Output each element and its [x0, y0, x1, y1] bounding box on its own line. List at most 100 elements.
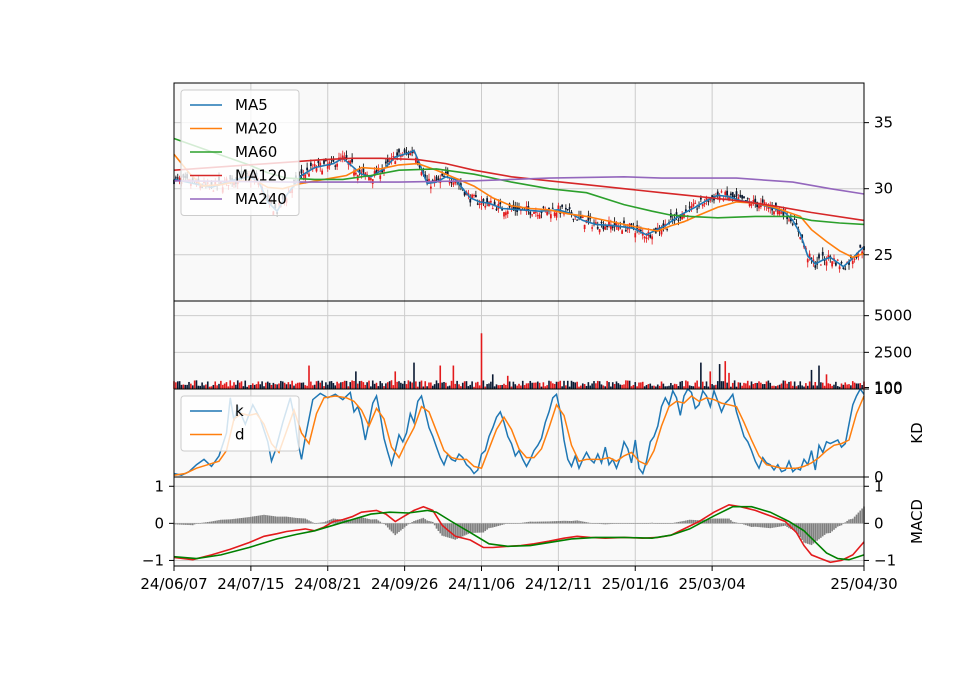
- macd-hist-bar: [673, 522, 676, 524]
- volume-bar: [435, 380, 438, 389]
- candle-body: [707, 201, 710, 203]
- volume-bar: [846, 384, 848, 389]
- volume-bar: [814, 381, 817, 389]
- macd-hist-bar: [711, 518, 713, 524]
- candle-body: [546, 211, 549, 215]
- candle-body: [818, 254, 820, 259]
- volume-bar: [660, 381, 663, 389]
- volume-bar: [178, 381, 181, 389]
- candle-body: [555, 212, 558, 218]
- price-legend-label-ma5: MA5: [235, 96, 268, 114]
- candle-body: [726, 190, 729, 196]
- volume-bar: [244, 380, 247, 389]
- candle-body: [767, 206, 770, 209]
- macd-hist-bar: [456, 523, 458, 539]
- macd-hist-bar: [296, 518, 299, 524]
- volume-bar: [206, 381, 209, 389]
- volume-bar: [291, 380, 293, 389]
- volume-bar: [426, 386, 428, 389]
- candle-body: [358, 169, 361, 173]
- candle-body: [504, 212, 507, 216]
- volume-bar: [505, 384, 507, 389]
- candle-body: [746, 198, 749, 200]
- macd-hist-bar: [857, 512, 860, 524]
- macd-hist-bar: [636, 523, 638, 524]
- macd-hist-bar: [775, 523, 777, 528]
- volume-bar: [238, 382, 241, 389]
- macd-hist-bar: [741, 523, 743, 524]
- candle-body: [403, 149, 406, 153]
- volume-bar: [692, 386, 695, 389]
- volume-bar: [574, 382, 577, 389]
- candle-body: [313, 164, 316, 167]
- volume-bar: [591, 383, 593, 389]
- volume-bar: [418, 381, 421, 389]
- volume-bar: [784, 380, 787, 389]
- volume-bar: [540, 386, 543, 389]
- candle-body: [501, 208, 504, 211]
- candle-body: [810, 257, 813, 259]
- candle-body: [735, 191, 738, 197]
- candle-body: [375, 169, 378, 175]
- volume-bar: [561, 386, 563, 389]
- volume-bar: [240, 381, 243, 389]
- volume-bar: [475, 382, 477, 389]
- macd-hist-bar: [203, 522, 205, 524]
- volume-bar: [250, 384, 252, 389]
- macd-hist-bar: [707, 519, 710, 524]
- macd-hist-bar: [668, 523, 670, 524]
- macd-hist-bar: [649, 522, 652, 524]
- macd-hist-bar: [791, 523, 794, 530]
- volume-bar: [593, 381, 595, 389]
- macd-hist-bar: [349, 519, 352, 524]
- volume-bar: [655, 386, 657, 389]
- candle-body: [694, 202, 697, 204]
- macd-hist-bar: [561, 520, 563, 524]
- macd-hist-bar: [246, 517, 248, 524]
- macd-hist-bar: [439, 523, 442, 534]
- volume-bar: [289, 384, 292, 389]
- macd-hist-bar: [422, 517, 425, 524]
- volume-bar: [821, 382, 824, 389]
- macd-hist-bar: [424, 519, 427, 524]
- macd-hist-bar: [302, 518, 305, 524]
- macd-hist-bar: [713, 518, 715, 524]
- price-legend-label-ma240: MA240: [235, 190, 287, 208]
- volume-bar: [728, 372, 730, 389]
- volume-bar: [313, 384, 316, 389]
- candle-body: [598, 229, 601, 233]
- candle-body: [756, 202, 759, 208]
- candle-body: [529, 211, 532, 215]
- macd-hist-bar: [313, 523, 316, 524]
- candle-body: [394, 161, 397, 165]
- macd-hist-bar: [677, 521, 680, 524]
- volume-bar: [195, 380, 198, 389]
- xtick-label: 25/03/04: [678, 575, 745, 593]
- candle-body: [709, 198, 712, 201]
- macd-hist-bar: [276, 516, 278, 524]
- volume-bar: [775, 386, 777, 389]
- volume-bar: [531, 382, 533, 389]
- volume-bar: [261, 381, 263, 389]
- candle-body: [606, 225, 609, 228]
- ytick-label-vol: 100: [874, 379, 903, 397]
- volume-bar: [735, 386, 738, 389]
- macd-hist-bar: [476, 523, 479, 533]
- volume-bar: [679, 381, 682, 389]
- ytick-label-left-macd: −1: [142, 551, 164, 569]
- volume-bar: [791, 385, 794, 389]
- candle-body: [553, 212, 556, 217]
- candle-body: [838, 266, 841, 270]
- candle-body: [405, 151, 408, 153]
- volume-bar: [480, 333, 483, 389]
- volume-bar: [733, 380, 736, 389]
- candle-body: [780, 212, 783, 214]
- macd-hist-bar: [325, 521, 327, 524]
- macd-hist-bar: [516, 523, 518, 524]
- candle-body: [572, 218, 575, 220]
- ytick-label-price: 30: [874, 180, 893, 198]
- volume-bar: [441, 382, 443, 389]
- volume-bar: [568, 386, 571, 389]
- volume-bar: [521, 380, 524, 389]
- candle-body: [581, 216, 584, 218]
